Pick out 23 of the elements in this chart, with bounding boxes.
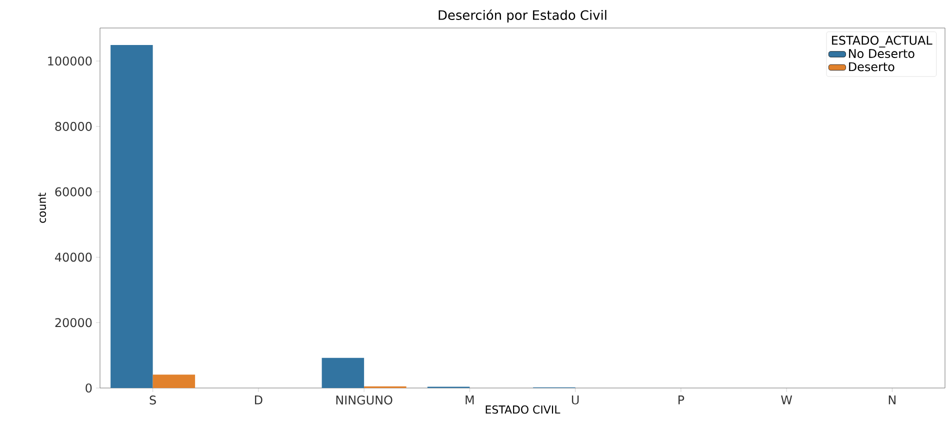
chart-title: Deserción por Estado Civil bbox=[438, 9, 606, 22]
x-tick-label: NINGUNO bbox=[336, 396, 392, 405]
bar bbox=[322, 358, 364, 388]
y-tick-label: 100000 bbox=[48, 56, 92, 66]
x-tick-label: U bbox=[572, 396, 579, 404]
legend-title: ESTADO_ACTUAL bbox=[832, 36, 932, 48]
bar bbox=[110, 45, 153, 388]
x-tick-label: D bbox=[255, 396, 262, 404]
x-tick-label: W bbox=[781, 396, 792, 404]
y-tick-label: 80000 bbox=[55, 122, 92, 131]
y-tick-label: 40000 bbox=[55, 252, 92, 262]
x-tick-label: N bbox=[888, 396, 896, 404]
y-tick-label: 20000 bbox=[55, 318, 92, 328]
legend-label: Deserto bbox=[849, 62, 894, 72]
bar bbox=[152, 374, 196, 388]
y-axis-title: count bbox=[38, 192, 46, 223]
y-tick-label: 0 bbox=[86, 383, 92, 393]
x-tick-label: M bbox=[466, 396, 474, 404]
x-tick-label: S bbox=[150, 396, 156, 405]
x-axis-title: ESTADO CIVIL bbox=[486, 405, 560, 414]
legend-label: No Deserto bbox=[849, 49, 914, 58]
x-tick-label: P bbox=[678, 396, 684, 404]
y-tick-label: 60000 bbox=[55, 187, 92, 196]
